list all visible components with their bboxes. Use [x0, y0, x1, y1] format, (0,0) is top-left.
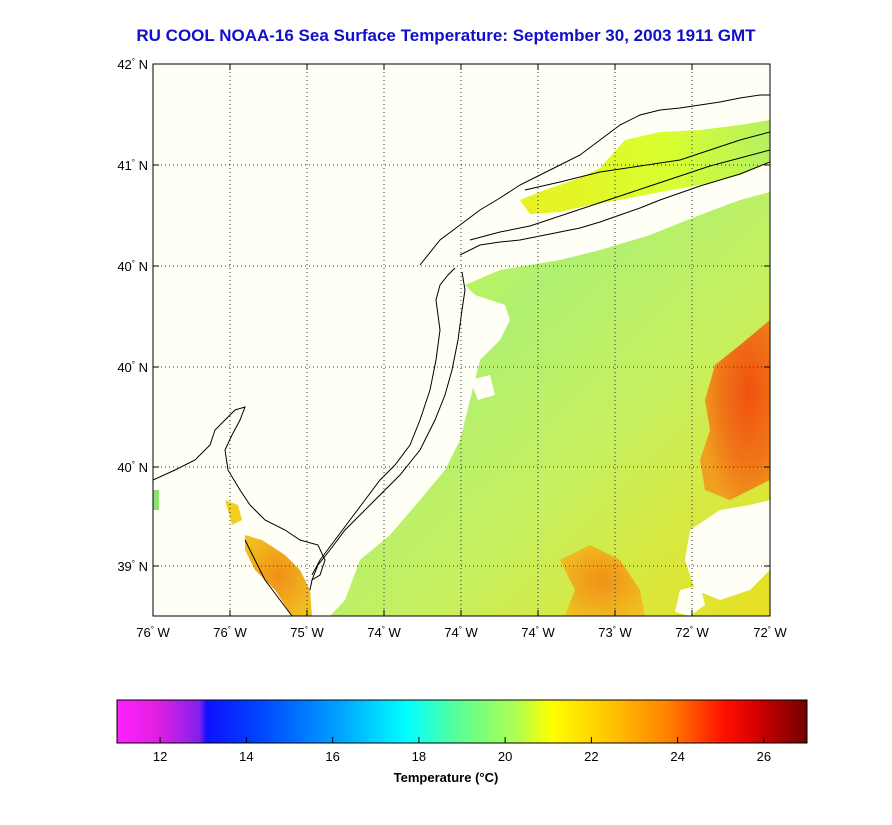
cloud-gap-inner: [470, 375, 495, 400]
sst-east-hot: [700, 320, 770, 500]
colorbar-ticks: 12 14 16 18 20 22 24 26: [153, 737, 771, 764]
sst-south-warm: [560, 545, 645, 616]
cloud-gap-north: [460, 175, 770, 255]
lon-label: 76° W: [136, 625, 170, 640]
lon-label: 74° W: [367, 625, 401, 640]
cloud-gap-small: [675, 585, 705, 616]
lon-label: 72° W: [753, 625, 787, 640]
sst-west-patch: [153, 490, 159, 510]
grid-lines: [153, 64, 770, 616]
lon-label: 74° W: [444, 625, 478, 640]
sst-north-band: [520, 120, 770, 214]
lat-label: 40° N: [117, 360, 148, 375]
colorbar-tick-label: 12: [153, 749, 167, 764]
latitude-labels: 42° N 41° N 40° N 40° N 40° N 39° N: [117, 57, 148, 574]
lon-label: 76° W: [213, 625, 247, 640]
lon-label: 72° W: [675, 625, 709, 640]
lon-label: 75° W: [290, 625, 324, 640]
colorbar-tick-label: 20: [498, 749, 512, 764]
lat-label: 42° N: [117, 57, 148, 72]
lon-label: 74° W: [521, 625, 555, 640]
colorbar-tick-label: 22: [584, 749, 598, 764]
lat-label: 39° N: [117, 559, 148, 574]
sst-main-region: [330, 192, 770, 616]
colorbar-tick-label: 18: [412, 749, 426, 764]
cloud-gap-southeast: [685, 500, 770, 600]
tick-marks: [153, 64, 770, 616]
colorbar-tick-label: 14: [239, 749, 253, 764]
coastline: [153, 94, 770, 616]
lat-label: 40° N: [117, 460, 148, 475]
map-title: RU COOL NOAA-16 Sea Surface Temperature:…: [136, 26, 756, 45]
colorbar-title: Temperature (°C): [393, 770, 499, 785]
colorbar-tick-label: 26: [757, 749, 771, 764]
lat-label: 40° N: [117, 259, 148, 274]
sst-delaware-inlet: [225, 500, 242, 525]
lon-label: 73° W: [598, 625, 632, 640]
colorbar-tick-label: 24: [670, 749, 684, 764]
colorbar-tick-label: 16: [325, 749, 339, 764]
sst-delaware-bay: [245, 535, 312, 616]
colorbar-scale: [116, 699, 808, 744]
longitude-labels: 76° W 76° W 75° W 74° W 74° W 74° W 73° W 72° W…: [136, 625, 787, 640]
lat-label: 41° N: [117, 158, 148, 173]
